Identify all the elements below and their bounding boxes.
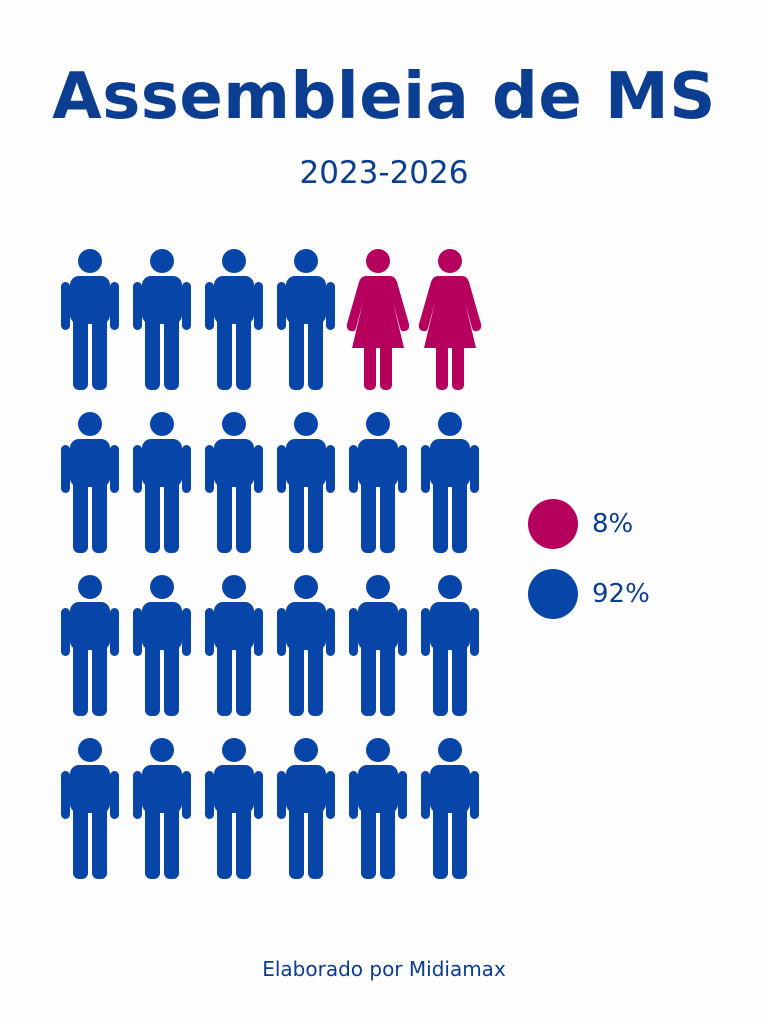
man-icon bbox=[133, 738, 191, 879]
woman-icon bbox=[346, 249, 410, 390]
legend-item-female: 8% bbox=[528, 495, 650, 553]
woman-icon bbox=[418, 249, 482, 390]
man-icon bbox=[277, 412, 335, 553]
legend-item-male: 92% bbox=[528, 565, 650, 623]
man-icon bbox=[205, 412, 263, 553]
man-icon bbox=[277, 249, 335, 390]
man-icon bbox=[277, 738, 335, 879]
man-icon bbox=[421, 738, 479, 879]
legend-dot-male bbox=[528, 569, 578, 619]
man-icon bbox=[61, 249, 119, 390]
man-icon bbox=[205, 738, 263, 879]
man-icon bbox=[421, 412, 479, 553]
man-icon bbox=[133, 575, 191, 716]
man-icon bbox=[205, 249, 263, 390]
man-icon bbox=[61, 412, 119, 553]
man-icon bbox=[349, 738, 407, 879]
man-icon bbox=[61, 575, 119, 716]
legend-label-female: 8% bbox=[592, 509, 634, 539]
page-subtitle: 2023-2026 bbox=[299, 155, 469, 191]
man-icon bbox=[61, 738, 119, 879]
man-icon bbox=[421, 575, 479, 716]
legend-dot-female bbox=[528, 499, 578, 549]
man-icon bbox=[349, 412, 407, 553]
man-icon bbox=[277, 575, 335, 716]
man-icon bbox=[349, 575, 407, 716]
legend-label-male: 92% bbox=[592, 579, 650, 609]
page-title: Assembleia de MS bbox=[52, 60, 716, 134]
footer-credit: Elaborado por Midiamax bbox=[262, 957, 506, 981]
legend: 8% 92% bbox=[528, 495, 650, 635]
pictogram-grid bbox=[61, 249, 482, 879]
man-icon bbox=[133, 412, 191, 553]
man-icon bbox=[133, 249, 191, 390]
man-icon bbox=[205, 575, 263, 716]
